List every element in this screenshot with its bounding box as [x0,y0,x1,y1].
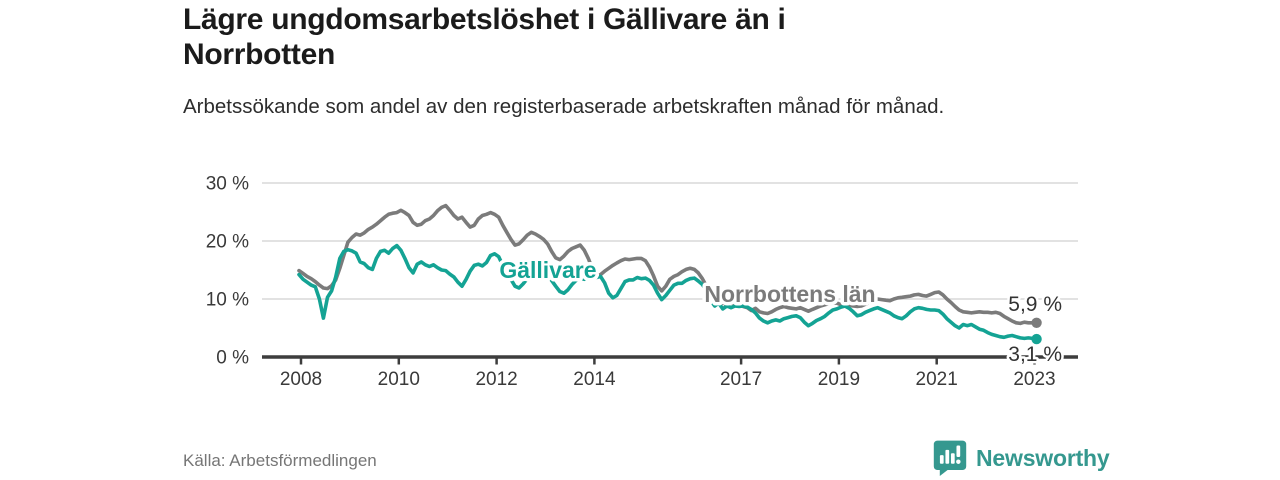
x-tick-label-2017: 2017 [720,369,762,390]
series-label-gallivare: Gällivare [499,257,596,283]
page-title: Lägre ungdomsarbetslöshet i Gällivare än… [183,3,786,72]
y-tick-label-20: 20 % [206,232,249,253]
x-tick-label-2010: 2010 [378,369,420,390]
series-end-dot-gallivare [1031,333,1042,345]
y-tick-label-10: 10 % [206,290,249,311]
x-tick-label-2021: 2021 [916,369,958,390]
series-line-gallivare [297,243,1039,341]
series-end-dot-norrbotten [1031,317,1042,328]
end-value-label-gallivare: 3,1 % [1008,343,1062,366]
x-tick-label-2023: 2023 [1013,369,1055,390]
x-tick-label-2014: 2014 [573,369,616,390]
newsworthy-wordmark: Newsworthy [976,444,1110,471]
series-line-norrbotten [297,203,1039,326]
x-tick-label-2019: 2019 [818,369,860,390]
x-tick-label-2008: 2008 [280,369,322,390]
x-tick-label-2012: 2012 [475,369,517,390]
page-subtitle: Arbetssökande som andel av den registerb… [183,95,945,118]
source-label: Källa: Arbetsförmedlingen [183,451,377,470]
series-label-norrbotten: Norrbottens län [704,281,875,307]
y-tick-label-30: 30 % [206,174,249,195]
end-value-label-norrbotten: 5,9 % [1008,293,1062,316]
y-tick-label-0: 0 % [216,348,249,369]
newsworthy-logo: Newsworthy [933,440,1110,476]
newsworthy-icon [933,440,967,476]
